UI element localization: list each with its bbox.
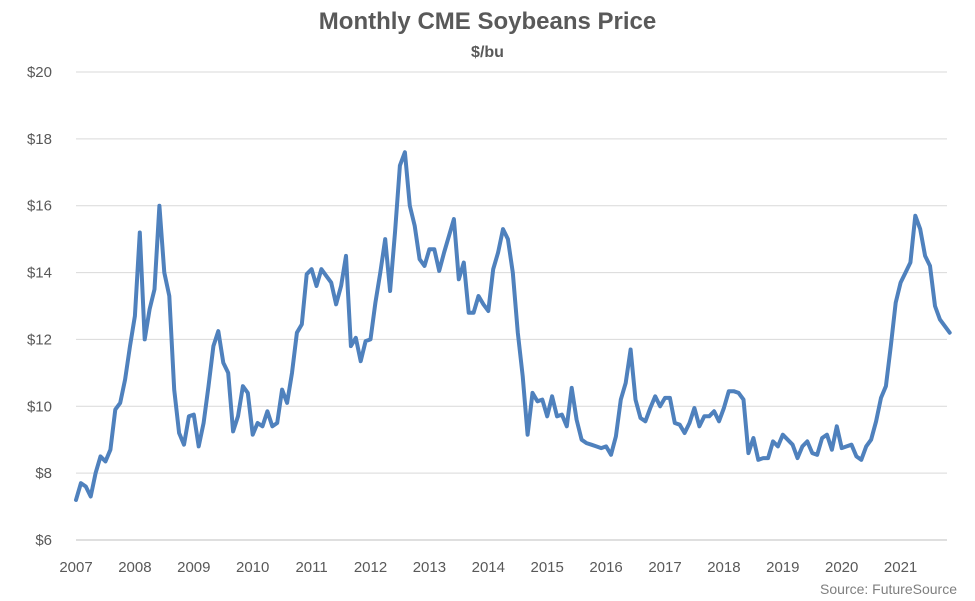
y-tick-label: $14 — [27, 265, 52, 282]
x-tick-label: 2007 — [59, 559, 92, 576]
x-tick-label: 2010 — [236, 559, 269, 576]
x-tick-label: 2017 — [648, 559, 681, 576]
x-tick-label: 2020 — [825, 559, 858, 576]
source-note: Source: FutureSource — [820, 581, 957, 597]
x-axis-tick-labels: 2007 2008 2009 2010 2011 2012 2013 2014 2015 2016… — [59, 559, 917, 576]
x-tick-label: 2015 — [531, 559, 564, 576]
y-tick-label: $10 — [27, 398, 52, 415]
x-tick-label: 2021 — [884, 559, 917, 576]
y-tick-label: $8 — [35, 465, 52, 482]
x-tick-label: 2012 — [354, 559, 387, 576]
y-tick-label: $20 — [27, 64, 52, 81]
y-tick-label: $6 — [35, 532, 52, 549]
x-tick-label: 2008 — [118, 559, 151, 576]
x-tick-label: 2016 — [589, 559, 622, 576]
chart-subtitle: $/bu — [471, 44, 504, 61]
x-tick-label: 2019 — [766, 559, 799, 576]
y-tick-label: $12 — [27, 331, 52, 348]
series-layer — [74, 150, 952, 502]
x-tick-label: 2009 — [177, 559, 210, 576]
x-tick-label: 2011 — [295, 559, 327, 576]
chart-title: Monthly CME Soybeans Price — [318, 8, 657, 35]
x-tick-label: 2013 — [413, 559, 446, 576]
grid-lines — [76, 71, 947, 541]
y-tick-label: $16 — [27, 198, 52, 215]
y-tick-label: $18 — [27, 131, 52, 148]
y-axis-tick-labels: $6 $8 $10 $12 $14 $16 $18 $20 — [27, 64, 52, 549]
x-tick-label: 2014 — [472, 559, 505, 576]
x-tick-label: 2018 — [707, 559, 740, 576]
series-line — [74, 150, 952, 502]
